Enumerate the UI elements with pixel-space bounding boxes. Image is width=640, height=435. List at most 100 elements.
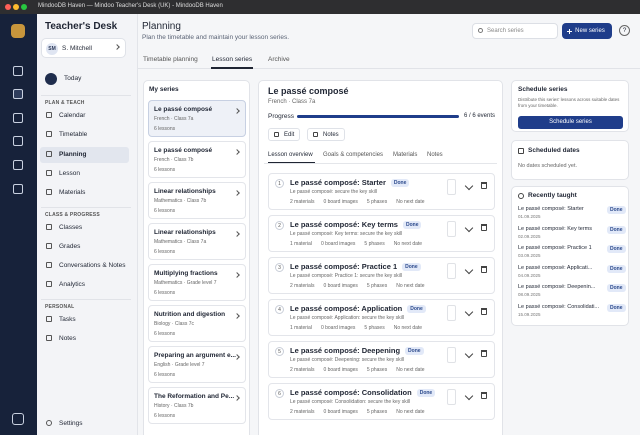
series-chevron	[234, 313, 240, 319]
series-item[interactable]: Nutrition and digestion Biology · Class 7…	[148, 305, 246, 342]
tab[interactable]: Lesson series	[212, 56, 253, 63]
rail-settings[interactable]	[12, 413, 24, 425]
detail-button[interactable]: Edit	[268, 128, 301, 141]
window-button[interactable]	[13, 4, 19, 10]
rail-icon[interactable]	[13, 66, 23, 76]
series-title: My series	[149, 86, 179, 93]
rail-icon[interactable]	[13, 184, 23, 194]
move-controls[interactable]	[447, 179, 456, 195]
edit-icon[interactable]	[464, 223, 474, 233]
edit-icon[interactable]	[464, 181, 474, 191]
lesson-title: Le passé composé: Starter	[290, 178, 386, 187]
search-box[interactable]: Search series	[472, 23, 558, 39]
window-button[interactable]	[21, 4, 27, 10]
new-series-button[interactable]: New series	[562, 23, 612, 39]
detail-tab[interactable]: Lesson overview	[268, 152, 313, 158]
series-chevron	[234, 231, 240, 237]
series-item[interactable]: The Reformation and Pe... History · Class…	[148, 387, 246, 424]
delete-icon[interactable]	[481, 308, 487, 315]
page-subtitle: Plan the timetable and maintain your les…	[142, 34, 290, 41]
lesson-card[interactable]: 5 Le passé composé: Deepening Done Le passé…	[268, 341, 495, 378]
progress-label: Progress	[268, 113, 295, 120]
nav-item[interactable]: Classes	[59, 223, 83, 231]
series-item-title: Nutrition and digestion	[154, 311, 226, 318]
series-item[interactable]: Linear relationships Mathematics · Class …	[148, 182, 246, 219]
lesson-meta-item: No next date	[396, 367, 425, 373]
nav-item[interactable]: Lesson	[59, 169, 80, 177]
calendar-icon	[518, 148, 524, 154]
lesson-subtitle: Le passé composé: Application: secure th…	[290, 315, 404, 321]
series-item[interactable]: Le passé composé French · Class 7b 6 lesso…	[148, 141, 246, 178]
lesson-card[interactable]: 3 Le passé composé: Practice 1 Done Le pass…	[268, 257, 495, 294]
detail-tab[interactable]: Notes	[427, 152, 443, 158]
schedule-button[interactable]: Schedule series	[518, 116, 623, 129]
lesson-card[interactable]: 1 Le passé composé: Starter Done Le passé c…	[268, 173, 495, 210]
recent-item-title[interactable]: Le passé composé: Applicati...	[518, 264, 593, 271]
tab[interactable]: Archive	[268, 56, 290, 63]
lesson-meta-item: 5 phases	[366, 283, 388, 289]
app-name: Teacher's Desk	[45, 21, 118, 32]
detail-tab[interactable]: Materials	[393, 152, 418, 158]
lesson-title-row: Le passé composé: Consolidation Done	[290, 388, 436, 397]
delete-icon[interactable]	[481, 224, 487, 231]
nav-active-bg	[40, 146, 129, 163]
button-icon	[313, 132, 318, 137]
series-item-meta: French · Class 7b	[154, 157, 194, 163]
lesson-title: Le passé composé: Key terms	[290, 220, 398, 229]
recent-item-title[interactable]: Le passé composé: Starter	[518, 206, 584, 212]
user-switcher[interactable]: SM S. Mitchell	[41, 38, 126, 58]
rail-icon[interactable]	[13, 113, 23, 123]
settings-link[interactable]: Settings	[59, 420, 83, 427]
detail-tab[interactable]: Goals & competencies	[323, 152, 384, 158]
series-item[interactable]: Preparing an argument e... English · Grad…	[148, 346, 246, 383]
nav-item[interactable]: Calendar	[59, 112, 86, 119]
nav-item[interactable]: Materials	[59, 189, 86, 197]
title-bar	[0, 0, 640, 14]
edit-icon[interactable]	[464, 307, 474, 317]
series-item-lessons: 6 lessons	[154, 208, 176, 214]
delete-icon[interactable]	[481, 182, 487, 189]
rail-icon[interactable]	[13, 89, 23, 99]
move-controls[interactable]	[447, 347, 456, 363]
rail-icon[interactable]	[13, 160, 23, 170]
recent-item-title[interactable]: Le passé composé: Deepenin...	[518, 284, 596, 290]
edit-icon[interactable]	[464, 391, 474, 401]
lesson-card[interactable]: 6 Le passé composé: Consolidation Done Le p…	[268, 383, 495, 420]
user-avatar: SM	[46, 43, 58, 55]
nav-item[interactable]: Grades	[59, 242, 81, 250]
edit-icon[interactable]	[464, 349, 474, 359]
nav-item[interactable]: Planning	[59, 150, 87, 158]
rail-icon[interactable]	[13, 136, 23, 146]
delete-icon[interactable]	[481, 266, 487, 273]
move-controls[interactable]	[447, 389, 456, 405]
help-button[interactable]: ?	[619, 25, 630, 36]
recent-title: Recently taught	[528, 192, 577, 199]
lesson-meta: 1 material 0 board images 5 phases No next …	[290, 241, 422, 247]
series-item[interactable]: Le passé composé French · Class 7a 6 lesso…	[148, 100, 246, 137]
recent-item-title[interactable]: Le passé composé: Consolidati...	[518, 303, 600, 310]
series-item-title: Preparing an argument e...	[154, 352, 236, 359]
lesson-card[interactable]: 2 Le passé composé: Key terms Done Le passé…	[268, 215, 495, 252]
nav-item[interactable]: Conversations & Notes	[59, 262, 126, 270]
lesson-card[interactable]: 4 Le passé composé: Application Done Le pas…	[268, 299, 495, 336]
lesson-meta-item: 5 phases	[366, 409, 388, 415]
nav-icon	[46, 150, 52, 157]
tab[interactable]: Timetable planning	[143, 56, 198, 63]
move-controls[interactable]	[447, 305, 456, 321]
today-link[interactable]: Today	[64, 75, 82, 82]
recent-item-title[interactable]: Le passé composé: Practice 1	[518, 245, 592, 251]
delete-icon[interactable]	[481, 350, 487, 357]
nav-item[interactable]: Analytics	[59, 281, 86, 289]
nav-item[interactable]: Timetable	[59, 131, 88, 139]
move-controls[interactable]	[447, 221, 456, 237]
window-button[interactable]	[5, 4, 11, 10]
series-item[interactable]: Multiplying fractions Mathematics · Grade…	[148, 264, 246, 301]
edit-icon[interactable]	[464, 265, 474, 275]
nav-item[interactable]: Tasks	[59, 315, 76, 323]
move-controls[interactable]	[447, 263, 456, 279]
delete-icon[interactable]	[481, 392, 487, 399]
nav-item[interactable]: Notes	[59, 335, 76, 342]
detail-button[interactable]: Notes	[307, 128, 345, 141]
recent-item-title[interactable]: Le passé composé: Key terms	[518, 225, 592, 232]
series-item[interactable]: Linear relationships Mathematics · Class …	[148, 223, 246, 260]
